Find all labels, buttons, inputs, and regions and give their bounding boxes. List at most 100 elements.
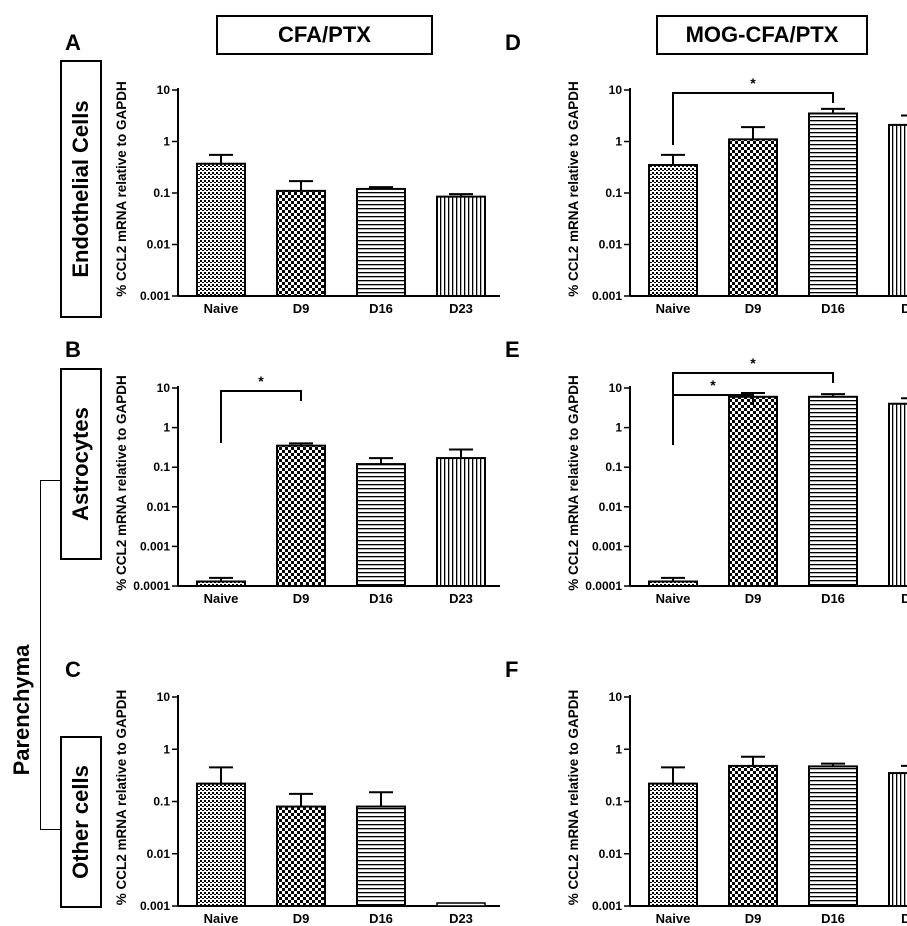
panel-a-y-tick-label: 0.01 <box>147 238 171 252</box>
panel-d-y-tick-label: 0.001 <box>592 289 622 303</box>
panel-c-bar-d16 <box>356 805 406 907</box>
panel-b-y-tick-label: 10 <box>157 381 171 395</box>
panel-b-significance-bracket <box>220 390 302 443</box>
panel-d-bar-d23 <box>888 123 907 298</box>
panel-e-letter: E <box>505 337 520 362</box>
panel-c-letter: C <box>65 657 81 682</box>
panel-b-y-tick-label: 0.0001 <box>133 579 170 593</box>
panel-c-x-label: D16 <box>369 911 393 926</box>
panel-d-bar-naive <box>648 163 698 297</box>
panel-f-bar-naive <box>648 782 698 907</box>
panel-b-x-label: D23 <box>449 591 473 606</box>
panel-a-letter: A <box>65 30 81 55</box>
panel-f-y-tick-label: 0.01 <box>599 847 623 861</box>
panel-d-y-tick-label: 10 <box>609 83 623 97</box>
panel-d-x-label: Naive <box>656 301 691 316</box>
panel-b-ylabel: % CCL2 mRNA relative to GAPDH <box>114 375 129 591</box>
panel-d-ylabel: % CCL2 mRNA relative to GAPDH <box>566 81 581 297</box>
panel-e-y-tick-label: 0.0001 <box>585 579 622 593</box>
panel-b-y-tick-label: 1 <box>163 421 170 435</box>
panel-d-x-label: D16 <box>821 301 845 316</box>
panel-c-x-label: D23 <box>449 911 473 926</box>
panel-f-letter: F <box>505 657 518 682</box>
panel-f-y-tick-label: 0.1 <box>605 795 622 809</box>
panel-e-x-label: D16 <box>821 591 845 606</box>
panel-e-x-label: Naive <box>656 591 691 606</box>
panel-f-y-tick-label: 0.001 <box>592 899 622 913</box>
panel-e-y-tick-label: 10 <box>609 381 623 395</box>
panel-e-bar-d16 <box>808 395 858 587</box>
panel-b-x-label: D16 <box>369 591 393 606</box>
panel-d-y-tick-label: 0.1 <box>605 186 622 200</box>
panel-f-x-label: D9 <box>745 911 762 926</box>
panel-a-bar-naive <box>196 162 246 297</box>
panel-e-y-tick-label: 0.01 <box>599 500 623 514</box>
panel-b-significance-star: * <box>258 373 264 389</box>
panel-b-bar-naive <box>196 580 246 588</box>
parenchyma-bracket <box>40 480 61 830</box>
panel-e-bar-d23 <box>888 402 907 587</box>
panel-c-bar-d9 <box>276 805 326 907</box>
panel-f-bar-d16 <box>808 765 858 907</box>
panel-f-x-label: D23 <box>901 911 907 926</box>
panel-b-y-tick-label: 0.1 <box>153 460 170 474</box>
panel-c-y-tick-label: 0.001 <box>140 899 170 913</box>
panel-f-x-label: Naive <box>656 911 691 926</box>
panel-a-y-tick-label: 10 <box>157 83 171 97</box>
panel-d-letter: D <box>505 30 521 55</box>
panel-b-bar-d16 <box>356 463 406 587</box>
panel-e-x-label: D23 <box>901 591 907 606</box>
panel-b-letter: B <box>65 337 81 362</box>
panel-c-x-label: Naive <box>204 911 239 926</box>
panel-b-x-label: D9 <box>293 591 310 606</box>
panel-e-y-tick-label: 0.1 <box>605 460 622 474</box>
header-cfa-ptx: CFA/PTX <box>216 15 433 55</box>
panel-b-x-label: Naive <box>204 591 239 606</box>
panel-f-bar-d9 <box>728 764 778 907</box>
panel-a-x-label: D16 <box>369 301 393 316</box>
row-label-astrocytes: Astrocytes <box>60 368 102 560</box>
panel-c-ylabel: % CCL2 mRNA relative to GAPDH <box>114 690 129 906</box>
header-mog-cfa-ptx: MOG-CFA/PTX <box>656 15 868 55</box>
panel-b-y-tick-label: 0.001 <box>140 539 170 553</box>
panel-d-x-label: D23 <box>901 301 907 316</box>
panel-a-y-tick-label: 0.1 <box>153 186 170 200</box>
panel-b-bar-d23 <box>436 457 486 587</box>
row-label-endothelial: Endothelial Cells <box>60 60 102 318</box>
panel-e-y-tick-label: 1 <box>615 421 622 435</box>
panel-e-significance-star: * <box>750 355 756 371</box>
panel-a-x-label: D9 <box>293 301 310 316</box>
panel-d-significance-star: * <box>750 75 756 91</box>
panel-a-bar-d9 <box>276 189 326 297</box>
row-label-other-cells: Other cells <box>60 736 102 908</box>
panel-a-ylabel: % CCL2 mRNA relative to GAPDH <box>114 81 129 297</box>
panel-c-bar-naive <box>196 782 246 907</box>
panel-f-y-tick-label: 10 <box>609 690 623 704</box>
panel-c-y-tick-label: 10 <box>157 690 171 704</box>
panel-d-significance-bracket <box>672 92 834 145</box>
panel-e-bar-naive <box>648 580 698 588</box>
panel-c-y-tick-label: 0.01 <box>147 847 171 861</box>
panel-a-bar-d23 <box>436 195 486 297</box>
panel-c-bar-d23 <box>436 902 486 907</box>
panel-d-x-label: D9 <box>745 301 762 316</box>
panel-e-bar-d9 <box>728 395 778 587</box>
panel-a-y-tick-label: 0.001 <box>140 289 170 303</box>
panel-f-ylabel: % CCL2 mRNA relative to GAPDH <box>566 690 581 906</box>
panel-d-y-tick-label: 1 <box>615 135 622 149</box>
panel-d-bar-d16 <box>808 112 858 297</box>
panel-b-y-tick-label: 0.01 <box>147 500 171 514</box>
panel-b-bar-d9 <box>276 444 326 587</box>
panel-a-x-label: D23 <box>449 301 473 316</box>
panel-c-y-tick-label: 0.1 <box>153 795 170 809</box>
panel-e-ylabel: % CCL2 mRNA relative to GAPDH <box>566 375 581 591</box>
panel-d-y-tick-label: 0.01 <box>599 238 623 252</box>
panel-f-bar-d23 <box>888 772 907 907</box>
panel-f-x-label: D16 <box>821 911 845 926</box>
panel-a-x-label: Naive <box>204 301 239 316</box>
panel-a-y-tick-label: 1 <box>163 135 170 149</box>
panel-c-y-tick-label: 1 <box>163 742 170 756</box>
panel-e-y-tick-label: 0.001 <box>592 539 622 553</box>
